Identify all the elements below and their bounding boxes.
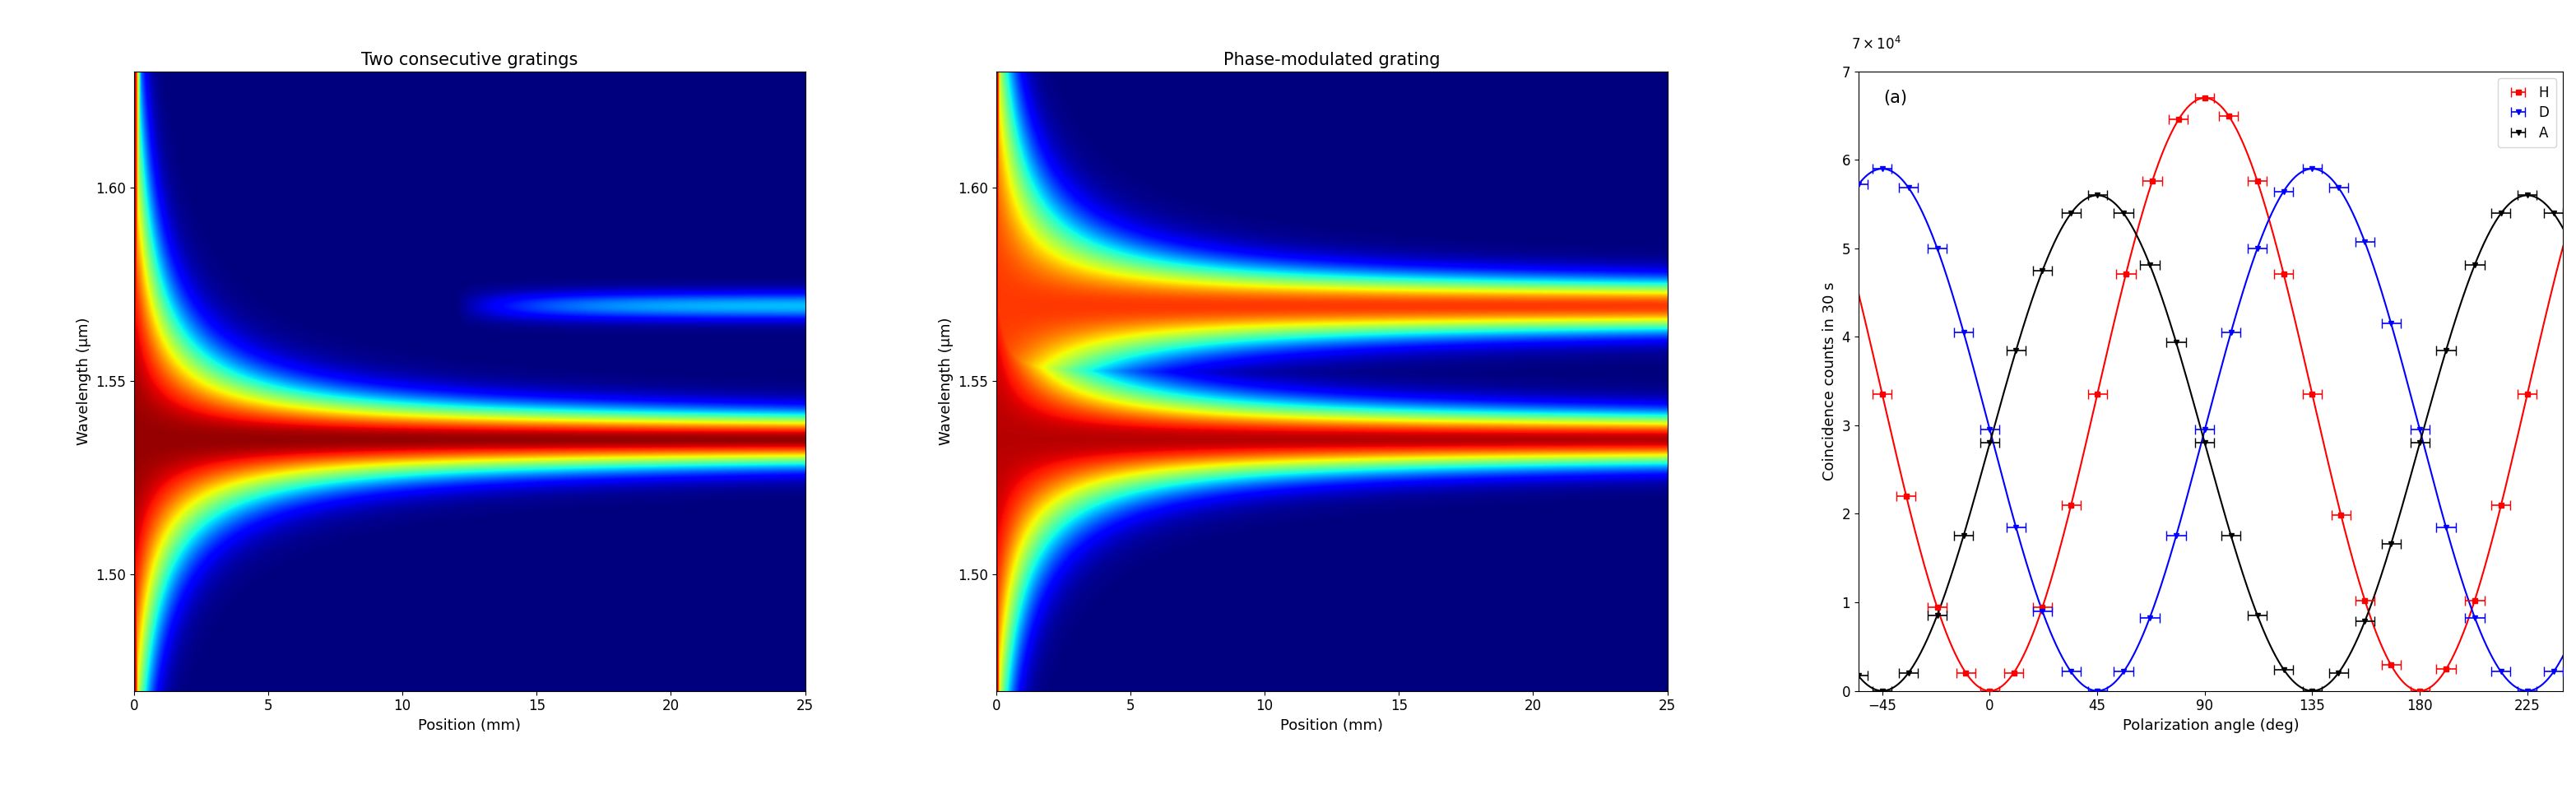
Y-axis label: Wavelength (μm): Wavelength (μm) bbox=[938, 317, 953, 445]
X-axis label: Polarization angle (deg): Polarization angle (deg) bbox=[2123, 718, 2298, 733]
Title: Two consecutive gratings: Two consecutive gratings bbox=[361, 52, 577, 68]
Text: (a): (a) bbox=[1883, 90, 1906, 106]
X-axis label: Position (mm): Position (mm) bbox=[1280, 718, 1383, 733]
Legend: H, D, A: H, D, A bbox=[2499, 79, 2555, 148]
Y-axis label: Coincidence counts in 30 s: Coincidence counts in 30 s bbox=[1821, 282, 1837, 480]
Title: Phase-modulated grating: Phase-modulated grating bbox=[1224, 52, 1440, 68]
X-axis label: Position (mm): Position (mm) bbox=[417, 718, 520, 733]
Y-axis label: Wavelength (μm): Wavelength (μm) bbox=[77, 317, 90, 445]
Text: $7 \times 10^4$: $7 \times 10^4$ bbox=[1852, 37, 1901, 53]
